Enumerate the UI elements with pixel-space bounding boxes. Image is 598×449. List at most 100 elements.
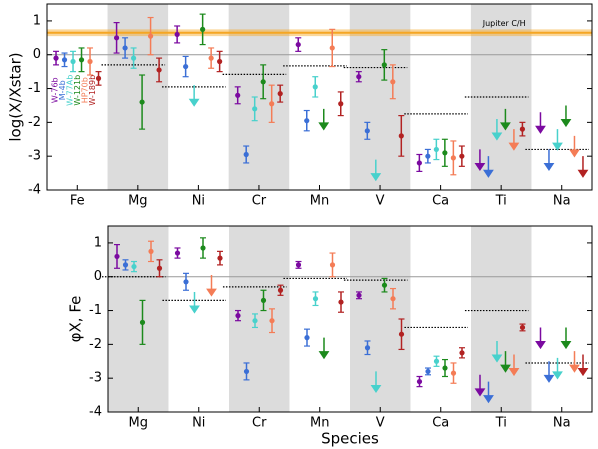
upper-limit	[569, 351, 580, 373]
data-point	[433, 146, 439, 153]
data-point	[398, 331, 405, 337]
x-tick-label: Cr	[252, 416, 267, 431]
data-point	[519, 324, 526, 331]
data-point	[398, 133, 404, 139]
data-point	[260, 297, 267, 303]
upper-limit	[370, 371, 382, 394]
upper-limit	[370, 159, 382, 182]
data-point	[130, 55, 137, 61]
data-point	[450, 155, 456, 161]
y-tick-label: -1	[89, 303, 102, 318]
x-tick-label: Mg	[129, 416, 148, 431]
upper-limit	[535, 112, 546, 134]
data-point	[174, 250, 181, 256]
upper-limit	[543, 149, 555, 172]
data-point	[338, 101, 344, 107]
legend-entry: W-189b	[88, 75, 97, 106]
x-tick-label: Ti	[495, 416, 507, 431]
data-point	[148, 248, 154, 254]
x-tick-label: Cr	[252, 194, 267, 209]
upper-limit	[483, 381, 494, 404]
data-point	[156, 67, 162, 73]
data-point	[217, 58, 223, 65]
y-tick-label: -2	[89, 337, 102, 352]
y-tick-label: 1	[33, 13, 41, 28]
axes-frame	[107, 225, 593, 413]
y-tick-label: -3	[89, 371, 102, 386]
data-point	[356, 74, 362, 80]
upper-limit	[560, 105, 572, 128]
x-tick-label: Mn	[310, 194, 329, 209]
data-point	[78, 57, 85, 63]
data-point	[114, 253, 120, 260]
data-point	[53, 55, 59, 61]
y-tick-label: -4	[89, 405, 102, 420]
x-tick-label: Ti	[495, 194, 507, 209]
data-point	[304, 118, 310, 124]
legend-entry: W-77Ab	[66, 75, 75, 106]
upper-limit	[543, 361, 555, 383]
x-axis-label: Species	[321, 430, 379, 448]
x-tick-label: Mg	[128, 194, 147, 209]
data-point	[390, 79, 396, 85]
data-point	[252, 318, 258, 324]
x-tick-label: Ca	[432, 194, 449, 209]
x-tick-label: V	[376, 194, 385, 209]
data-point	[252, 106, 258, 112]
data-point	[122, 262, 129, 268]
data-point	[329, 45, 335, 51]
band-label: Jupiter C/H	[482, 19, 526, 28]
upper-limit	[560, 327, 572, 350]
data-point	[174, 31, 180, 38]
data-point	[450, 370, 457, 376]
legend-entry: HP70b	[81, 77, 90, 103]
data-point	[381, 282, 388, 288]
data-point	[87, 58, 93, 65]
upper-limit	[483, 156, 494, 178]
data-point	[425, 368, 431, 375]
data-point	[338, 299, 344, 305]
data-point	[277, 287, 284, 293]
data-point	[235, 313, 241, 319]
data-point	[364, 345, 371, 351]
data-point	[70, 58, 76, 65]
data-point	[200, 245, 206, 251]
shaded-column	[107, 4, 169, 190]
upper-limit	[474, 149, 486, 172]
upper-limit	[318, 108, 330, 131]
shaded-column	[229, 226, 290, 412]
x-tick-label: Na	[553, 194, 571, 209]
data-point	[113, 35, 120, 41]
x-tick-label: Ni	[192, 194, 205, 209]
upper-limit	[500, 108, 511, 131]
panel: -4 -3 -2 -1 0 1 Mg Ni Cr Mn V Ca Ti Na φX, Fe Species	[67, 225, 593, 448]
upper-limit	[318, 337, 330, 360]
upper-limit	[500, 351, 511, 373]
data-point	[131, 263, 137, 270]
data-point	[156, 265, 163, 271]
data-point	[122, 45, 128, 51]
panel: Jupiter C/H -4 -3 -2 -1 0 1 Fe Mg Ni Cr Mn V Ca Ti Na lo…	[7, 3, 593, 209]
data-point	[243, 151, 249, 158]
upper-limit	[569, 135, 580, 158]
data-point	[416, 160, 422, 166]
data-point	[295, 262, 302, 268]
data-point	[329, 262, 336, 268]
data-point	[139, 319, 146, 325]
upper-limit	[535, 327, 546, 350]
shaded-column	[349, 4, 411, 190]
x-tick-label: Ca	[432, 416, 449, 431]
data-point	[442, 365, 448, 371]
data-point	[381, 62, 387, 68]
data-point	[442, 150, 448, 156]
legend-entry: M-4b	[58, 80, 67, 100]
data-point	[200, 26, 206, 32]
data-point	[235, 92, 241, 98]
upper-limit	[552, 129, 563, 151]
data-point	[416, 378, 423, 385]
legend-entry: W-121b	[73, 75, 82, 106]
upper-limit	[474, 374, 486, 397]
x-tick-label: Mn	[310, 416, 329, 431]
upper-limit	[508, 354, 520, 377]
